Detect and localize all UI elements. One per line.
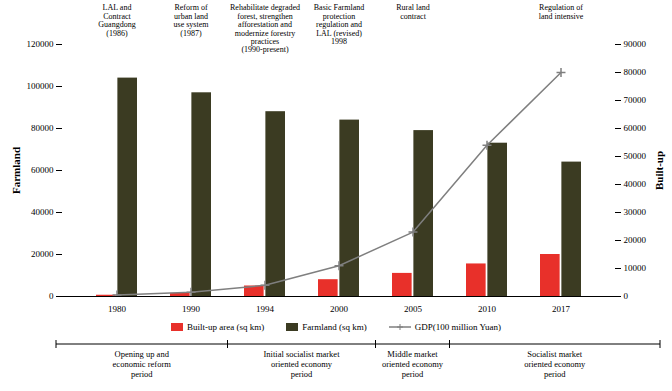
svg-text:40000: 40000 xyxy=(624,179,647,189)
html-text:Farmland (sq km): Farmland (sq km) xyxy=(302,322,367,332)
svg-text:10000: 10000 xyxy=(624,263,647,273)
svg-text:Rural landcontract: Rural landcontract xyxy=(396,3,430,20)
svg-text:30000: 30000 xyxy=(624,207,647,217)
svg-text:70000: 70000 xyxy=(624,95,647,105)
svg-text:Basic Farmlandprotectionregula: Basic Farmlandprotectionregulation andLA… xyxy=(314,3,364,46)
svg-text:Regulation ofland intensive: Regulation ofland intensive xyxy=(539,3,584,20)
svg-text:90000: 90000 xyxy=(624,39,647,49)
svg-text:Initial socialist marketorient: Initial socialist marketoriented economy… xyxy=(263,349,340,379)
svg-text:Farmland: Farmland xyxy=(10,147,22,194)
svg-text:60000: 60000 xyxy=(31,165,54,175)
svg-text:Middle marketoriented economyp: Middle marketoriented economyperiod xyxy=(382,349,444,379)
svg-text:2000: 2000 xyxy=(330,304,349,314)
svg-text:80000: 80000 xyxy=(31,123,54,133)
svg-text:0: 0 xyxy=(624,291,629,301)
svg-text:0: 0 xyxy=(49,291,54,301)
svg-text:2017: 2017 xyxy=(552,304,571,314)
svg-text:20000: 20000 xyxy=(624,235,647,245)
svg-text:LAL andContractGuangdong(1986): LAL andContractGuangdong(1986) xyxy=(98,3,135,37)
svg-text:Socialist marketoriented econo: Socialist marketoriented economyperiod xyxy=(524,349,586,379)
svg-text:60000: 60000 xyxy=(624,123,647,133)
svg-text:Reform ofurban landuse system(: Reform ofurban landuse system(1987) xyxy=(174,3,210,37)
svg-text:1980: 1980 xyxy=(108,304,127,314)
svg-text:20000: 20000 xyxy=(31,249,54,259)
html-text:GDP(100 million Yuan): GDP(100 million Yuan) xyxy=(414,322,501,332)
svg-text:50000: 50000 xyxy=(624,151,647,161)
svg-text:Built-up: Built-up xyxy=(653,151,665,190)
svg-text:2005: 2005 xyxy=(404,304,423,314)
svg-text:40000: 40000 xyxy=(31,207,54,217)
svg-text:80000: 80000 xyxy=(624,67,647,77)
svg-text:120000: 120000 xyxy=(27,39,55,49)
svg-text:100000: 100000 xyxy=(27,81,55,91)
svg-text:1990: 1990 xyxy=(182,304,201,314)
svg-text:Opening up andeconomic reformp: Opening up andeconomic reformperiod xyxy=(113,349,172,379)
svg-text:1994: 1994 xyxy=(256,304,275,314)
html-text:Built-up area (sq km): Built-up area (sq km) xyxy=(187,322,265,332)
svg-text:Rehabilitate degradedforest, s: Rehabilitate degradedforest, strengthena… xyxy=(230,3,300,54)
svg-text:2010: 2010 xyxy=(478,304,497,314)
